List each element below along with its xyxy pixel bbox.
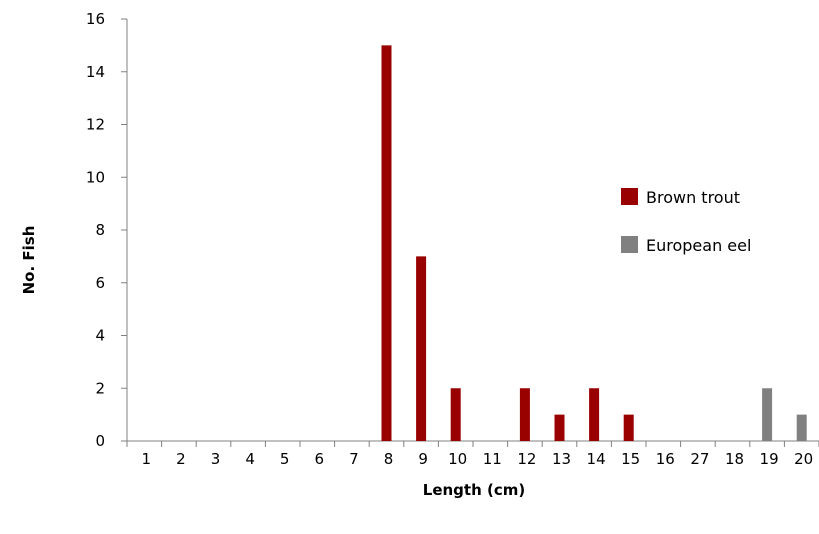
x-tick-label: 13 [552,450,571,468]
x-tick-label: 3 [211,450,221,468]
x-tick-label: 2 [176,450,186,468]
y-tick-label: 0 [95,432,105,450]
legend-swatch-european-eel [621,236,638,253]
legend-label-european-eel: European eel [646,236,751,255]
x-tick-label: 11 [483,450,502,468]
y-tick-label: 2 [95,379,105,397]
x-tick-label: 18 [725,450,744,468]
bar-brown-trout [519,388,530,441]
legend-swatch-brown-trout [621,188,638,205]
y-tick-label: 8 [95,221,105,239]
y-tick-label: 4 [95,327,105,345]
legend-label-brown-trout: Brown trout [646,188,740,207]
x-tick-label: 4 [245,450,255,468]
bar-brown-trout [554,414,565,441]
y-tick-label: 12 [86,116,105,134]
bar-brown-trout [623,414,634,441]
bar-european-eel [796,414,807,441]
y-tick-label: 16 [86,10,105,28]
y-axis-title: No. Fish [20,226,38,295]
x-tick-label: 19 [760,450,779,468]
bar-brown-trout [381,45,392,441]
x-tick-label: 16 [656,450,675,468]
x-tick-label: 6 [315,450,325,468]
x-tick-label: 5 [280,450,290,468]
bar-european-eel [762,388,773,441]
x-tick-label: 15 [621,450,640,468]
legend: Brown trout European eel [621,188,751,255]
x-tick-label: 9 [418,450,428,468]
bar-brown-trout [416,256,427,441]
y-tick-label: 10 [86,168,105,186]
bar-brown-trout [589,388,600,441]
x-tick-label: 1 [142,450,152,468]
x-tick-label: 7 [349,450,359,468]
x-tick-label: 8 [384,450,394,468]
x-tick-label: 12 [517,450,536,468]
x-tick-label: 14 [587,450,606,468]
y-tick-label: 6 [95,274,105,292]
y-tick-label: 14 [86,63,105,81]
x-axis-title: Length (cm) [423,481,525,499]
x-tick-label: 20 [794,450,813,468]
bar-brown-trout [450,388,461,441]
x-tick-label: 27 [690,450,709,468]
x-tick-label: 10 [448,450,467,468]
